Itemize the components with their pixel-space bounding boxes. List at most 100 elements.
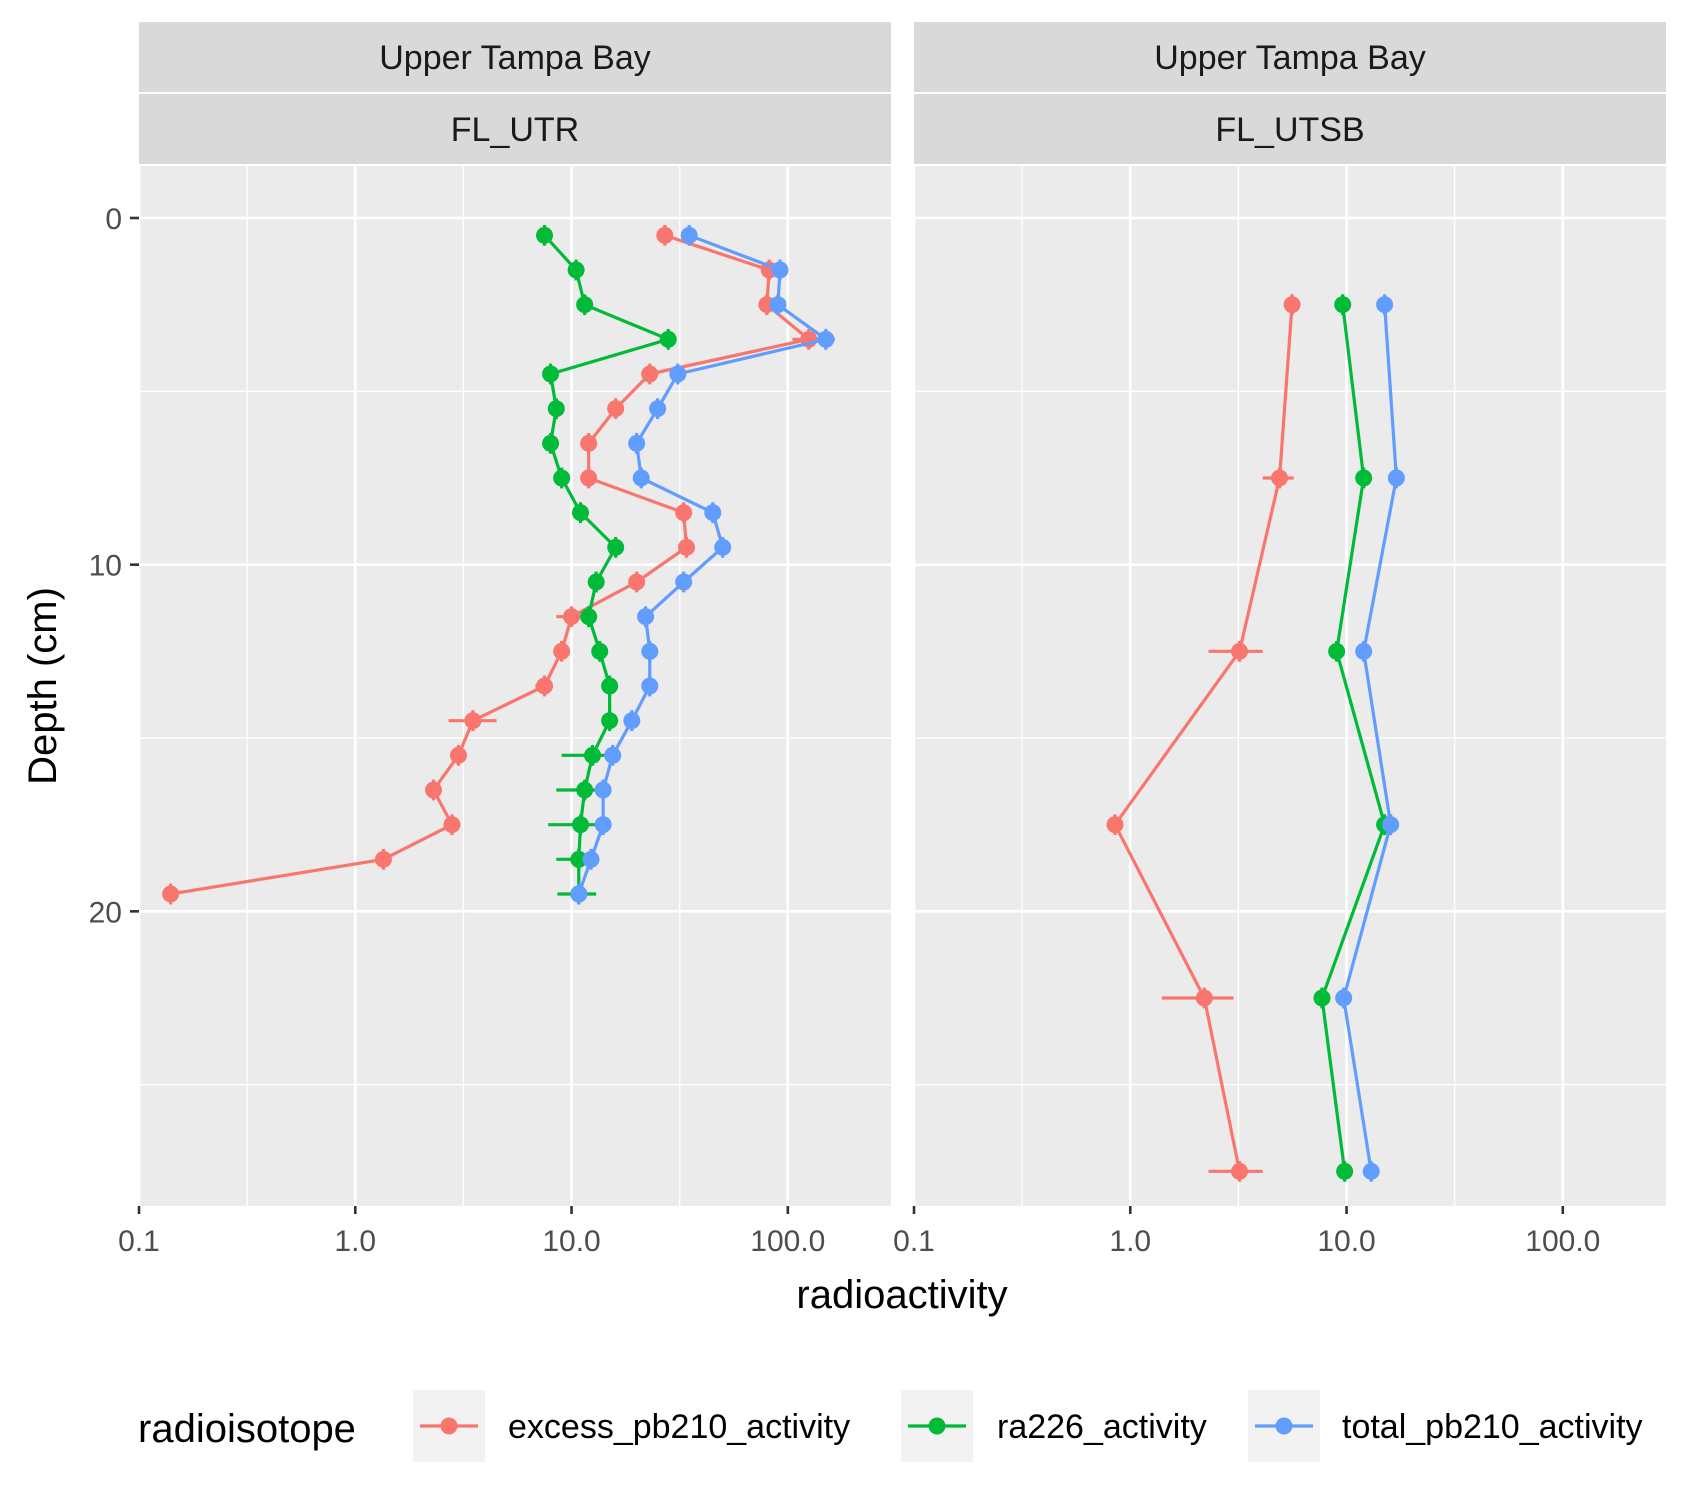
data-point [623,712,641,730]
data-point [449,746,467,764]
data-point [594,816,612,834]
strip-top-bg [914,22,1666,92]
data-point [425,781,443,799]
data-point [649,400,667,418]
data-point [1355,469,1373,487]
data-point [1334,296,1352,314]
data-point [607,538,625,556]
data-point [582,850,600,868]
data-point [570,885,588,903]
strip-top-label: Upper Tampa Bay [1154,39,1426,77]
x-tick-label: 1.0 [1109,1225,1151,1258]
data-point [1382,816,1400,834]
data-point [571,504,589,522]
grid-lines [912,166,1666,1206]
data-point [580,608,598,626]
strip-top-bg [139,22,891,92]
data-point [641,642,659,660]
legend-key-point [928,1417,946,1435]
data-point [542,434,560,452]
data-point [675,504,693,522]
data-point [580,434,598,452]
data-point [1336,1162,1354,1180]
legend: radioisotope excess_pb210_activity ra226_… [138,1390,1643,1462]
data-point [542,365,560,383]
data-point [567,261,585,279]
x-axis-ticks: 0.1 1.0 10.0 100.0 [893,1206,1600,1258]
data-point [607,400,625,418]
legend-entry-label: excess_pb210_activity [508,1408,850,1446]
data-point [1231,642,1249,660]
data-point [374,850,392,868]
y-tick-label: 0 [105,203,122,236]
data-point [1231,1162,1249,1180]
data-point [628,434,646,452]
data-point [1387,469,1405,487]
x-tick-label: 0.1 [118,1225,160,1258]
data-point [677,538,695,556]
x-tick-label: 100.0 [750,1225,825,1258]
data-point [641,365,659,383]
data-point [584,746,602,764]
data-point [576,781,594,799]
data-point [714,538,732,556]
panel-background [139,166,891,1206]
legend-entry-label: ra226_activity [997,1408,1207,1446]
data-point [464,712,482,730]
y-axis: 0 10 20 [89,203,139,929]
data-point [771,261,789,279]
data-point [637,608,655,626]
data-point [570,850,588,868]
x-tick-label: 10.0 [1317,1225,1375,1258]
y-tick-label: 20 [89,896,122,929]
strip-bottom-bg [914,94,1666,164]
data-point [536,226,554,244]
data-point [601,712,619,730]
data-point [604,746,622,764]
legend-title: radioisotope [138,1407,356,1451]
y-tick-label: 10 [89,550,122,583]
data-point [571,816,589,834]
data-point [587,573,605,591]
series-line-ra226_activity [1320,304,1387,1172]
series-line-total_pb210_activity [1342,304,1398,1172]
data-point [443,816,461,834]
data-point [553,469,571,487]
data-point [680,226,698,244]
data-point [1335,989,1353,1007]
data-point [659,330,677,348]
x-tick-label: 10.0 [542,1225,600,1258]
data-point [669,365,687,383]
data-point [632,469,650,487]
data-point [580,469,598,487]
data-point [817,330,835,348]
legend-key-point [440,1417,458,1435]
strip-bottom-bg [139,94,891,164]
data-point [553,642,571,660]
x-axis-ticks: 0.1 1.0 10.0 100.0 [118,1206,825,1258]
data-point [1283,296,1301,314]
data-point [656,226,674,244]
data-point [675,573,693,591]
data-point [1328,642,1346,660]
series-line-excess_pb210_activity [1113,304,1294,1172]
legend-entry-label: total_pb210_activity [1342,1408,1643,1446]
strip-bottom-label: FL_UTSB [1215,111,1364,149]
data-point [536,677,554,695]
data-point [1313,989,1331,1007]
legend-key-point [1275,1417,1293,1435]
panel-fl-utr: Upper Tampa Bay FL_UTR 0.1 1.0 10.0 100.0 [118,22,891,1258]
data-point [641,677,659,695]
data-point [1376,296,1394,314]
data-point [704,504,722,522]
data-point [1362,1162,1380,1180]
strip-top-label: Upper Tampa Bay [379,39,651,77]
grid-lines [137,166,891,1206]
y-axis-title: Depth (cm) [21,587,65,785]
data-point [1106,816,1124,834]
x-axis-title: radioactivity [796,1273,1007,1317]
data-point [563,608,581,626]
data-point [591,642,609,660]
data-point [576,296,594,314]
